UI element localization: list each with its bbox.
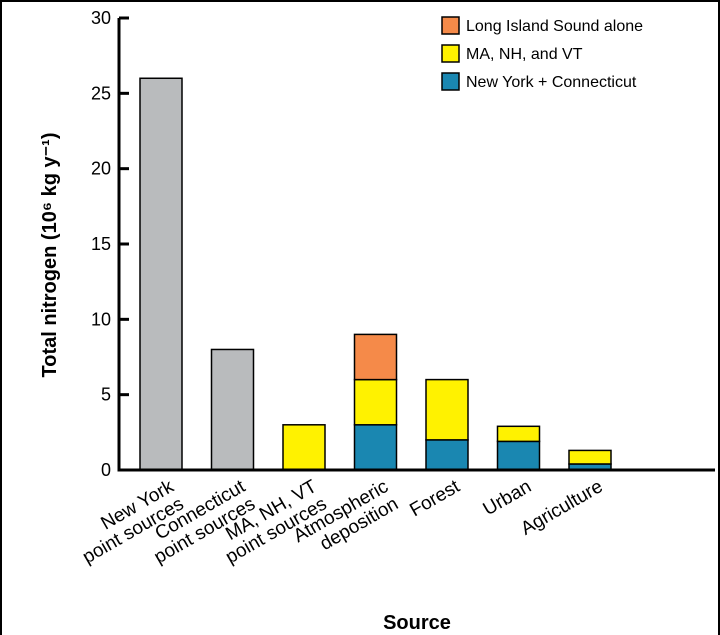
bar-segment-0-4	[425, 439, 469, 471]
bar-segment-0-3	[353, 424, 398, 471]
bar-segment-1-4	[425, 378, 469, 441]
y-tick-label: 25	[91, 83, 111, 103]
legend-label: Long Island Sound alone	[466, 18, 643, 35]
x-axis-title: Source	[383, 612, 451, 634]
legend-label: MA, NH, and VT	[466, 46, 583, 63]
y-ticks-group: 0 5 10 15 20 25 30	[91, 8, 129, 480]
bar-segment-0-5	[496, 440, 541, 471]
y-tick-label: 5	[101, 385, 111, 405]
legend-swatch	[441, 72, 460, 91]
bar-segment-1-3	[353, 378, 398, 426]
y-tick-label: 0	[101, 460, 111, 480]
x-tick-label: Agriculture	[517, 476, 606, 540]
bar-segment-2-3	[353, 333, 398, 381]
legend-label: New York + Connecticut	[466, 74, 637, 91]
legend-swatch	[441, 44, 460, 63]
y-axis-title: Total nitrogen (10⁶ kg y⁻¹)	[39, 133, 61, 378]
legend-swatch	[441, 16, 460, 35]
y-tick-label: 10	[91, 309, 111, 329]
bar-segment-1-2	[282, 424, 326, 471]
legend: Long Island Sound alone MA, NH, and VT New…	[441, 16, 643, 91]
y-tick-label: 15	[91, 234, 111, 254]
bar-segment-1-5	[496, 425, 541, 443]
y-tick-label: 30	[91, 8, 111, 28]
x-tick-label: Urban	[480, 476, 535, 520]
y-tick-label: 20	[91, 159, 111, 179]
x-tick-label: Forest	[406, 476, 464, 521]
bars-group	[139, 77, 612, 471]
bar-point-source-1	[210, 348, 255, 471]
bar-segment-1-6	[568, 449, 612, 465]
bar-point-source-0	[139, 77, 183, 471]
